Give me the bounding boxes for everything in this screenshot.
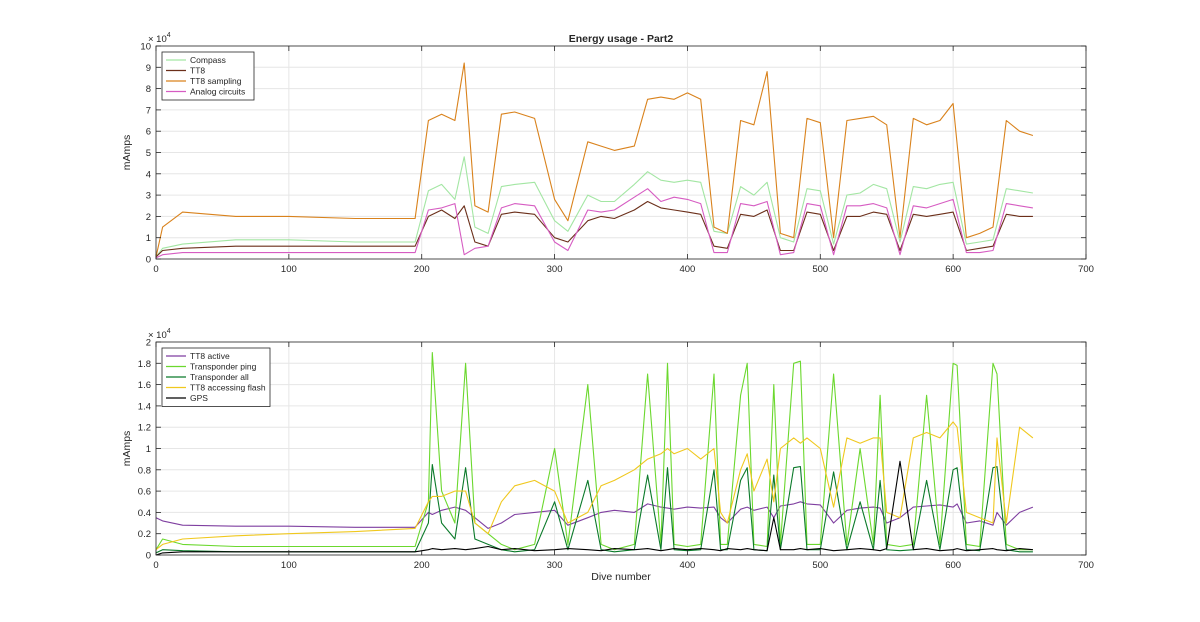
y-tick-label: 1 [146,233,151,244]
x-tick-label: 200 [414,264,430,275]
y-tick-label: 4 [146,169,151,180]
x-tick-label: 700 [1078,264,1094,275]
legend-entry: Transponder all [190,372,249,382]
x-tick-label: 300 [547,560,563,571]
y-tick-label: 2 [146,212,151,223]
y-tick-label: 6 [146,127,151,138]
y-exponent-label: × 104 [148,328,171,341]
x-tick-label: 0 [153,264,158,275]
legend-entry: Analog circuits [190,87,245,97]
x-tick-label: 300 [547,264,563,275]
legend-entry: Transponder ping [190,362,257,372]
x-axis-label: Dive number [591,571,651,583]
x-tick-label: 200 [414,560,430,571]
y-tick-label: 0.4 [138,508,151,519]
chart-title: Energy usage - Part2 [569,33,674,45]
legend-entry: TT8 active [190,351,230,361]
y-tick-label: 0.8 [138,465,151,476]
series-line-tt8 [155,200,1033,258]
bottom-plot-energy-usage: 0 100 200 300 400 500 600 700 0 0.2 0.4 0.6 0.8 1 1.2 1… [121,328,1094,583]
x-tick-label: 400 [679,264,695,275]
y-tick-label: 1.6 [138,380,151,391]
y-tick-label: 0 [146,255,151,266]
series-line-tt8-accessing-flash [155,421,1034,551]
x-tick-label: 700 [1078,560,1094,571]
y-tick-label: 1.2 [138,423,151,434]
y-tick-label: 10 [140,42,151,53]
y-tick-label: 1.4 [138,401,151,412]
legend-entry: TT8 sampling [190,76,242,86]
y-tick-label: 0 [146,551,151,562]
series-line-transponder-all [155,463,1033,554]
x-tick-label: 600 [945,264,961,275]
y-tick-label: 1 [146,444,151,455]
top-plot-energy-usage: 0 100 200 300 400 500 600 700 0 1 2 3 4 5 6 7 8 9 10× 104 E… [121,32,1094,275]
legend-entry: TT8 accessing flash [190,383,266,393]
x-tick-label: 100 [281,264,297,275]
x-tick-label: 500 [812,264,828,275]
x-tick-label: 500 [812,560,828,571]
series-line-compass [155,156,1033,258]
y-tick-label: 2 [146,338,151,349]
legend-entry: Compass [190,55,226,65]
y-tick-label: 1.8 [138,359,151,370]
x-tick-label: 400 [679,560,695,571]
legend-entry: TT8 [190,66,205,76]
y-tick-label: 9 [146,63,151,74]
series-line-tt8-active [155,501,1034,529]
y-tick-label: 7 [146,105,151,116]
y-exponent-label: × 104 [148,32,171,45]
y-axis-label: mAmps [121,431,133,467]
x-tick-label: 100 [281,560,297,571]
series-line-gps [155,460,1033,556]
y-tick-label: 8 [146,84,151,95]
y-tick-label: 5 [146,148,151,159]
y-axis-label: mAmps [121,135,133,171]
x-tick-label: 600 [945,560,961,571]
series-line-tt8-sampling [155,62,1034,258]
y-tick-label: 0.6 [138,487,151,498]
series-line-analog-circuits [155,188,1033,259]
y-tick-label: 0.2 [138,529,151,540]
legend-entry: GPS [190,393,208,403]
y-tick-label: 3 [146,191,151,202]
x-tick-label: 0 [153,560,158,571]
